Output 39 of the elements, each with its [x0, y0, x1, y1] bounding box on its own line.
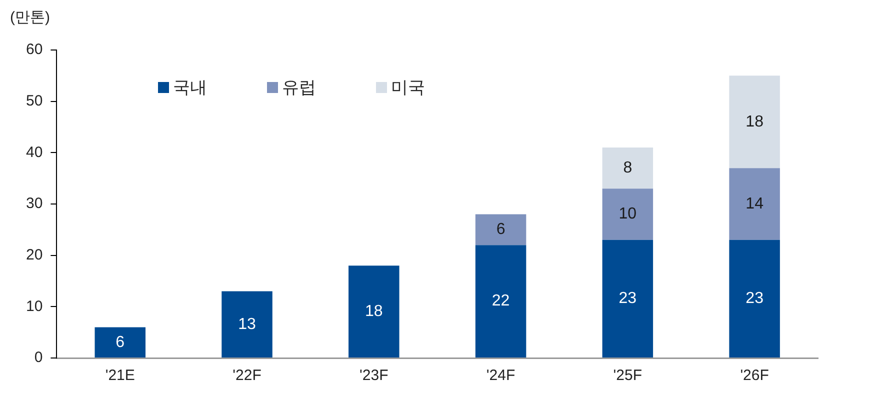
bar [94, 327, 146, 358]
bar [475, 245, 526, 358]
bar [602, 188, 654, 240]
data-label: 13 [238, 316, 256, 333]
data-label: 14 [746, 195, 764, 212]
data-label: 22 [492, 292, 510, 310]
data-label: 6 [496, 221, 506, 238]
bar [729, 76, 780, 168]
bar [475, 214, 526, 246]
bar [729, 168, 780, 240]
bar [602, 148, 654, 189]
y-axis-title: (만톤) [10, 8, 50, 27]
data-label: 18 [746, 113, 764, 130]
data-label: 23 [746, 290, 764, 308]
x-tick-label: '21E [105, 367, 135, 384]
bar [222, 291, 272, 358]
data-label: 18 [365, 302, 383, 320]
bar [729, 240, 780, 358]
x-tick-label: '26F [740, 367, 769, 384]
y-tick-label: 40 [26, 144, 43, 161]
y-tick-label: 30 [26, 195, 43, 212]
y-tick-label: 0 [34, 349, 43, 366]
x-tick-label: '22F [232, 367, 262, 384]
legend-label: 미국 [391, 77, 425, 99]
data-label: 10 [618, 206, 637, 223]
y-tick-label: 10 [26, 298, 43, 315]
y-tick-label: 50 [26, 92, 43, 110]
data-label: 23 [618, 290, 637, 308]
data-label: 8 [623, 159, 632, 176]
legend-label: 국내 [173, 77, 207, 99]
x-tick-label: '23F [360, 367, 388, 384]
data-label: 6 [116, 334, 125, 351]
y-tick-label: 20 [26, 246, 43, 264]
y-tick-label: 60 [26, 41, 43, 58]
x-tick-label: '24F [486, 367, 516, 384]
bar [348, 266, 400, 358]
legend-label: 유럽 [282, 77, 316, 99]
x-tick-label: '25F [613, 367, 642, 384]
bar [602, 240, 654, 358]
